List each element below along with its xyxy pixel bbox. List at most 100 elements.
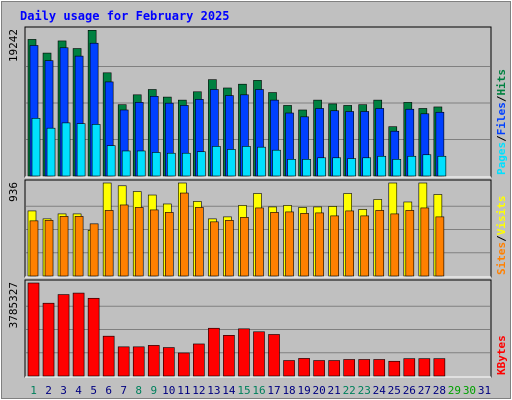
bar-pages-day-5 [91, 124, 101, 177]
bar-sites-day-21 [330, 215, 339, 277]
x-tick-label-6: 6 [105, 384, 112, 397]
x-tick-label-10: 10 [162, 384, 175, 397]
legend-item-hits: Hits [495, 69, 508, 96]
x-tick-label-26: 26 [403, 384, 416, 397]
bar-sites-day-6 [104, 210, 114, 277]
bar-sites-day-25 [390, 213, 400, 277]
bar-kbytes-day-16 [253, 331, 265, 377]
bar-pages-day-7 [121, 150, 131, 177]
x-tick-label-3: 3 [60, 384, 67, 397]
bar-kbytes-day-22 [343, 359, 355, 377]
bar-sites-day-9 [149, 209, 159, 277]
bar-kbytes-day-9 [147, 345, 160, 377]
x-tick-label-16: 16 [252, 384, 265, 397]
bar-sites-day-18 [285, 211, 294, 277]
y-max-label: 19242 [7, 29, 20, 62]
bar-pages-day-28 [437, 155, 447, 177]
x-tick-label-25: 25 [388, 384, 401, 397]
x-tick-label-9: 9 [150, 384, 157, 397]
legend-separator: / [495, 235, 508, 242]
bar-kbytes-day-19 [298, 358, 310, 377]
bar-sites-day-7 [119, 204, 129, 277]
x-tick-label-5: 5 [90, 384, 97, 397]
bar-kbytes-day-7 [117, 346, 130, 377]
bar-pages-day-12 [197, 151, 206, 177]
bar-pages-day-18 [287, 159, 296, 177]
x-tick-label-20: 20 [313, 384, 326, 397]
x-tick-label-13: 13 [207, 384, 220, 397]
x-tick-label-15: 15 [237, 384, 250, 397]
bar-kbytes-day-26 [403, 358, 416, 377]
x-tick-label-23: 23 [358, 384, 371, 397]
bar-pages-day-26 [407, 155, 417, 177]
bar-sites-day-5 [89, 223, 99, 277]
bar-pages-day-6 [106, 145, 116, 177]
bar-sites-day-15 [240, 217, 249, 277]
x-tick-label-4: 4 [75, 384, 82, 397]
bar-sites-day-24 [375, 210, 385, 277]
bar-sites-day-4 [74, 216, 84, 277]
bar-pages-day-20 [317, 157, 326, 177]
bar-kbytes-day-18 [283, 360, 295, 377]
bar-pages-day-15 [242, 146, 251, 177]
bar-sites-day-3 [59, 216, 69, 277]
bar-kbytes-day-8 [132, 346, 145, 377]
bar-pages-day-4 [76, 123, 86, 177]
x-tick-label-18: 18 [282, 384, 295, 397]
bar-sites-day-19 [300, 213, 309, 277]
x-tick-label-11: 11 [177, 384, 190, 397]
x-tick-label-8: 8 [135, 384, 142, 397]
bar-pages-day-1 [31, 118, 41, 177]
bar-pages-day-24 [377, 155, 387, 177]
bar-kbytes-day-21 [328, 360, 340, 377]
x-tick-label-30: 30 [463, 384, 476, 397]
bar-sites-day-2 [44, 220, 54, 277]
chart-title: Daily usage for February 2025 [20, 9, 230, 23]
bar-sites-day-1 [29, 220, 39, 277]
bar-pages-day-10 [166, 152, 176, 177]
bar-kbytes-day-10 [162, 347, 175, 377]
legend-kbytes: KBytes [495, 335, 508, 375]
bar-pages-day-25 [392, 159, 402, 177]
bar-pages-day-2 [46, 127, 56, 177]
x-tick-label-24: 24 [373, 384, 387, 397]
y-max-label: 936 [7, 182, 20, 202]
bar-pages-day-23 [362, 157, 372, 177]
legend-item-sites: Sites [495, 242, 508, 275]
x-tick-label-29: 29 [448, 384, 461, 397]
x-tick-label-19: 19 [297, 384, 310, 397]
bar-sites-day-14 [225, 220, 234, 277]
legend-hits-files-pages: Pages/Files/Hits [495, 69, 508, 175]
legend-separator: / [495, 95, 508, 102]
bar-kbytes-day-23 [358, 359, 371, 377]
x-tick-label-22: 22 [343, 384, 356, 397]
bar-kbytes-day-5 [87, 297, 100, 377]
x-tick-label-17: 17 [267, 384, 280, 397]
legend-visits-sites: Sites/Visits [495, 196, 508, 276]
bar-pages-day-27 [422, 154, 432, 177]
bar-sites-day-23 [360, 215, 370, 277]
x-tick-label-12: 12 [192, 384, 205, 397]
bar-sites-day-12 [195, 207, 204, 277]
bar-sites-day-13 [210, 221, 219, 277]
bar-pages-day-17 [272, 149, 281, 177]
bar-pages-day-22 [347, 158, 356, 177]
bar-sites-day-22 [345, 210, 354, 277]
x-tick-label-14: 14 [222, 384, 236, 397]
bar-kbytes-day-28 [433, 358, 446, 377]
bar-kbytes-day-1 [27, 282, 40, 377]
bar-pages-day-8 [136, 150, 146, 177]
x-tick-label-27: 27 [418, 384, 431, 397]
chart-panels: 19242Pages/Files/Hits936Sites/Visits3785… [7, 26, 508, 397]
x-tick-label-1: 1 [30, 384, 37, 397]
bar-pages-day-11 [182, 152, 191, 177]
x-tick-label-21: 21 [328, 384, 341, 397]
bar-pages-day-3 [61, 122, 71, 177]
bar-kbytes-day-15 [238, 328, 250, 377]
bar-kbytes-day-13 [208, 327, 220, 377]
legend-item-visits: Visits [495, 196, 508, 236]
bar-pages-day-19 [302, 159, 311, 177]
x-tick-label-28: 28 [433, 384, 446, 397]
